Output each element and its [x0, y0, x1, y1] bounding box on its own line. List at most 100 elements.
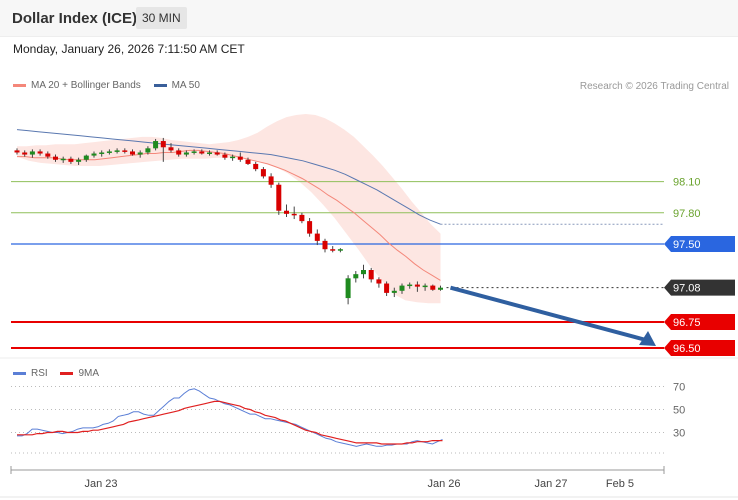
candle-body	[45, 153, 51, 157]
candle-body	[53, 156, 58, 160]
candle-body	[384, 283, 390, 293]
candle-body	[199, 151, 205, 154]
candle	[430, 284, 436, 291]
candle-body	[368, 270, 374, 280]
x-tick-label: Jan 26	[427, 478, 460, 490]
candle-body	[330, 249, 336, 251]
candle	[130, 149, 135, 156]
candle-body	[353, 274, 359, 279]
legend-item-ma20: MA 20 + Bollinger Bands	[13, 80, 141, 91]
candle-body	[76, 159, 82, 162]
candle-body	[114, 150, 120, 152]
candle	[37, 149, 43, 156]
price-tag-97.08	[664, 279, 735, 296]
x-tick-label: Jan 27	[534, 478, 567, 490]
candlesticks	[14, 137, 443, 305]
candle	[260, 167, 266, 179]
candle-body	[122, 150, 128, 152]
rsi-panel: 70 50 30	[0, 357, 738, 454]
candle	[83, 154, 89, 162]
candle-body	[14, 150, 20, 153]
candle	[245, 157, 251, 165]
candle-body	[307, 221, 313, 234]
candle-body	[22, 152, 28, 155]
candle-body	[83, 155, 89, 160]
candle-body	[361, 270, 366, 275]
ma20-line	[17, 149, 441, 281]
candle	[68, 156, 74, 164]
candle-body	[253, 163, 259, 170]
candle-body	[345, 278, 351, 299]
timeframe-badge[interactable]: 30 MIN	[136, 7, 187, 29]
candle	[168, 143, 174, 153]
price-tag-96.50	[664, 340, 735, 356]
candle	[99, 150, 105, 157]
candle	[322, 238, 328, 253]
candle	[314, 229, 320, 246]
candle	[29, 149, 35, 158]
candle-body	[438, 287, 443, 290]
candle	[345, 275, 351, 305]
timestamp: Monday, January 26, 2026 7:11:50 AM CET	[13, 42, 245, 56]
candle-body	[414, 284, 420, 287]
candle-body	[322, 240, 328, 250]
bollinger-band-fill	[17, 114, 441, 304]
candle-body	[237, 156, 243, 160]
candle	[284, 204, 289, 217]
x-axis: Jan 23 Jan 26 Jan 27 Feb 5	[0, 466, 738, 498]
candle	[299, 212, 305, 224]
candle	[53, 154, 58, 162]
candle	[91, 151, 97, 158]
candle-body	[191, 151, 197, 153]
candle-body	[276, 184, 282, 211]
candle-body	[99, 152, 105, 154]
legend-item-rsi: RSI	[13, 368, 48, 379]
candle	[183, 150, 189, 157]
candle-body	[314, 233, 320, 241]
candle-body	[214, 152, 220, 155]
candle	[122, 148, 128, 154]
candle-body	[391, 290, 397, 293]
candle	[214, 150, 220, 156]
candle	[353, 271, 359, 283]
candle-body	[137, 152, 143, 155]
candle	[337, 248, 343, 253]
indicator-legend: RSI 9MA	[13, 368, 99, 379]
candle	[237, 152, 243, 162]
price-tag-label: 97.50	[673, 239, 701, 251]
candle	[330, 246, 336, 253]
candle-body	[291, 213, 297, 216]
candle	[199, 149, 205, 155]
candle	[268, 173, 274, 188]
candle	[222, 152, 228, 160]
candle-body	[37, 151, 43, 154]
candle-body	[130, 151, 135, 155]
level-label: 97.80	[673, 208, 701, 220]
candle-body	[153, 141, 159, 149]
candle-body	[160, 141, 166, 148]
rsi-tick-label: 30	[673, 428, 685, 440]
candle	[414, 281, 420, 292]
candle	[276, 182, 282, 215]
candle	[160, 137, 166, 162]
candle	[191, 149, 197, 155]
candle-body	[407, 284, 413, 287]
candle	[291, 206, 297, 220]
candle	[422, 283, 428, 291]
candle	[106, 149, 112, 155]
candle-body	[106, 151, 112, 153]
candle	[307, 218, 313, 237]
price-tag-label: 97.08	[673, 283, 701, 295]
bollinger-band	[17, 114, 441, 304]
candle	[153, 138, 159, 151]
price-tag-96.75	[664, 314, 735, 330]
forecast-arrow-shaft	[449, 285, 647, 342]
candle-body	[284, 210, 289, 214]
candle	[438, 285, 443, 291]
candle	[145, 146, 151, 155]
candle-body	[91, 153, 97, 156]
candle-body	[430, 285, 436, 290]
moving-averages	[16, 129, 664, 281]
candle	[361, 264, 366, 279]
